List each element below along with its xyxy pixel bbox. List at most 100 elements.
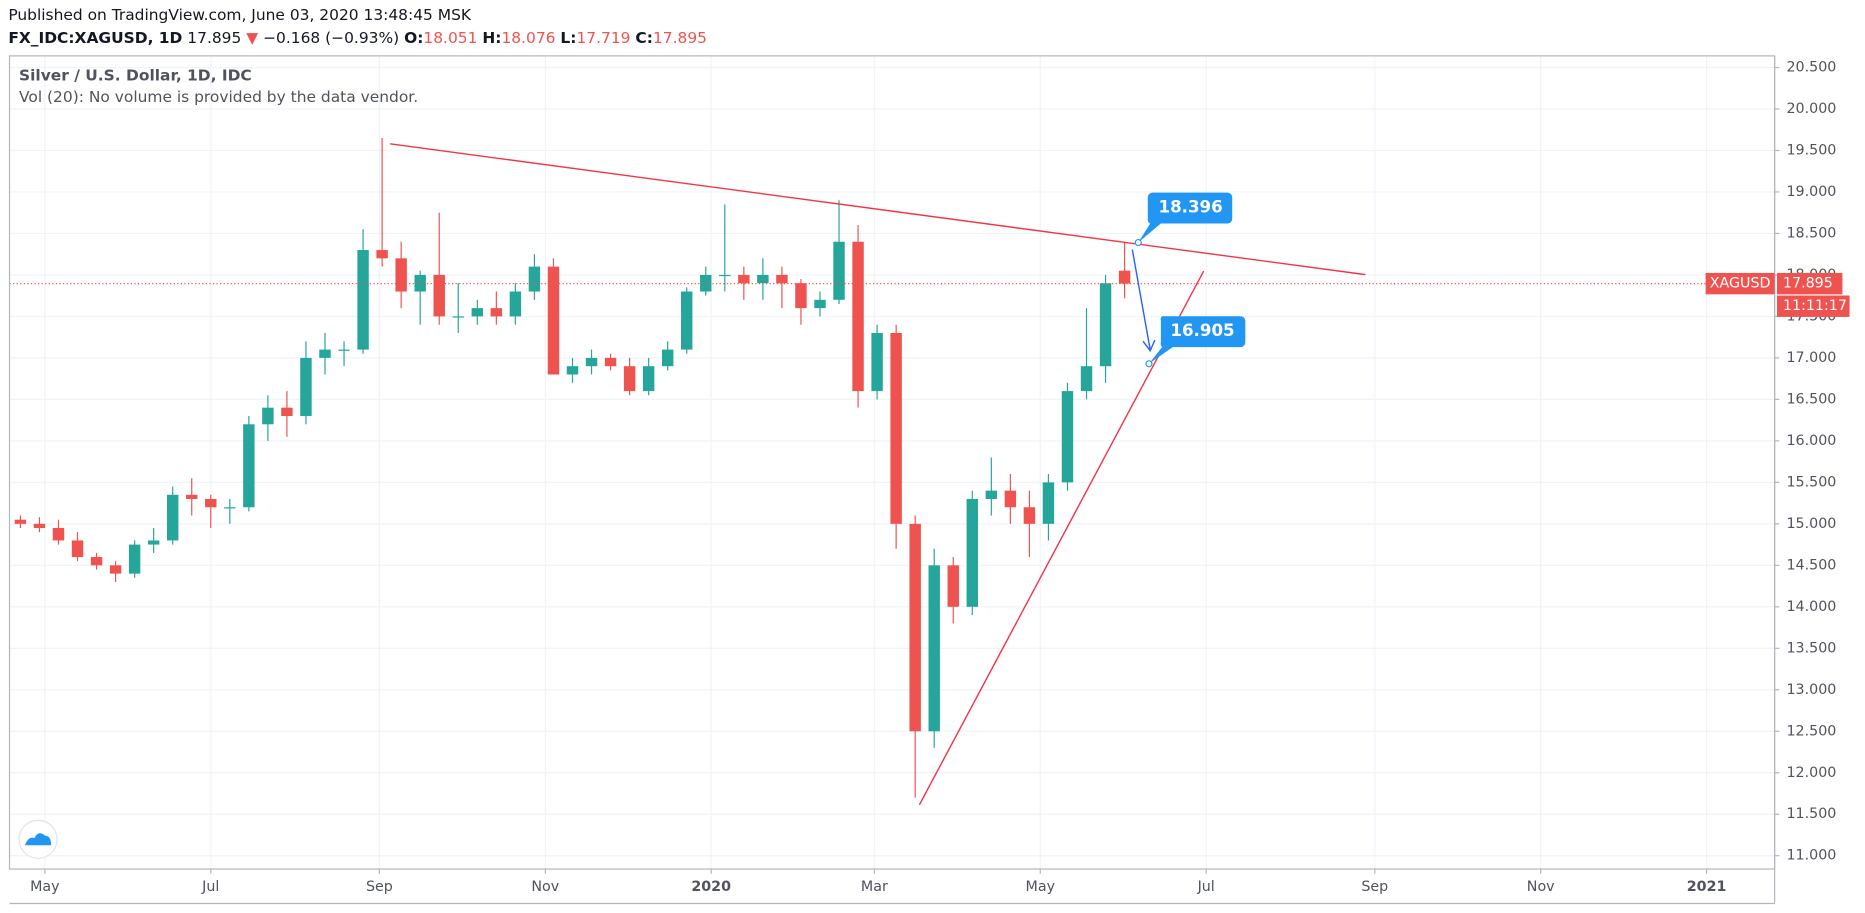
candle-body (90, 557, 103, 566)
candle-body (661, 349, 674, 367)
candle-body (1080, 366, 1093, 392)
candle-body (719, 274, 731, 277)
candle-body (147, 540, 160, 545)
x-tick-label: Jul (1197, 879, 1215, 895)
candle-body (947, 565, 959, 607)
candle-body (909, 523, 921, 732)
c-label: C: (635, 29, 653, 47)
candle-body (128, 544, 141, 574)
callout-label: 18.396 (1159, 198, 1223, 217)
x-tick-label: 2020 (691, 879, 731, 895)
candle-body (433, 274, 445, 317)
candle-body (33, 523, 46, 528)
l-label: L: (560, 29, 576, 47)
candle-body (395, 258, 407, 292)
candle-body (852, 241, 864, 392)
x-tick-label: 2021 (1687, 879, 1727, 895)
callout-label: 16.905 (1170, 321, 1234, 340)
arrow-head (1142, 339, 1156, 353)
candle-body (71, 540, 84, 558)
candle-body (623, 366, 636, 392)
y-tick-label: 15.000 (1786, 516, 1836, 532)
candle-body (376, 250, 388, 259)
y-tick-label: 17.000 (1786, 350, 1836, 366)
x-tick-label: Nov (531, 879, 559, 895)
h-label: H: (482, 29, 501, 47)
y-tick-label: 12.000 (1786, 765, 1836, 781)
x-tick-label: Sep (366, 879, 393, 895)
candle-body (357, 250, 369, 350)
candle-body (585, 357, 598, 367)
x-tick-label: Jul (201, 879, 219, 895)
countdown-label: 11:11:17 (1783, 298, 1847, 314)
price-tag-label: 17.895 (1783, 276, 1833, 292)
change: −0.168 (−0.93%) (263, 29, 399, 47)
axes: 11.000 11.500 12.000 12.500 13.000 13.500 14.0… (30, 59, 1850, 895)
trend-line[interactable] (918, 270, 1205, 806)
legend-title: Silver / U.S. Dollar, 1D, IDC (19, 67, 252, 85)
candle-body (452, 316, 464, 318)
candle-body (509, 291, 522, 317)
candle-body (1118, 270, 1131, 284)
logo-cloud (24, 833, 52, 846)
callout[interactable] (1148, 316, 1246, 364)
y-tick-label: 16.000 (1786, 433, 1836, 449)
candle-body (757, 274, 769, 284)
y-tick-label: 16.500 (1786, 391, 1836, 407)
y-tick-label: 11.000 (1786, 848, 1836, 864)
candle-body (966, 498, 979, 607)
y-tick-label: 18.500 (1786, 225, 1836, 241)
candle-body (338, 349, 350, 351)
y-tick-label: 14.500 (1786, 557, 1836, 573)
candle-body (738, 274, 750, 284)
o-label: O: (404, 29, 423, 47)
callout-anchor (1134, 238, 1142, 247)
candle-body (642, 366, 655, 392)
symbol-tag (1705, 272, 1775, 295)
candle-body (681, 291, 693, 350)
candle-body (1042, 482, 1055, 524)
candle-body (547, 266, 560, 375)
symbol-tag-label: XAGUSD (1710, 276, 1771, 292)
candle-body (890, 333, 902, 524)
candle-body (166, 494, 179, 541)
candle-body (109, 565, 122, 574)
candle-body (471, 308, 484, 317)
callout[interactable] (1138, 192, 1233, 243)
candle-body (528, 266, 541, 292)
candle-body (205, 498, 217, 508)
candle-body (814, 299, 826, 309)
trend-line[interactable] (390, 143, 1366, 276)
candle-body (566, 366, 579, 375)
candle-body (604, 357, 617, 367)
y-tick-label: 12.500 (1786, 723, 1836, 739)
y-tick-label: 11.500 (1786, 806, 1836, 822)
last: 17.895 (187, 29, 241, 47)
candle-body (776, 274, 788, 284)
candle-body (52, 527, 65, 541)
low-val: 17.719 (576, 29, 630, 47)
y-tick-label: 19.500 (1786, 142, 1836, 158)
candle-body (1099, 283, 1112, 367)
candle-body (243, 424, 255, 508)
candle-body (795, 283, 807, 309)
candles (9, 138, 1775, 798)
close-val: 17.895 (653, 29, 707, 47)
candle-body (490, 308, 503, 317)
candle-body (300, 357, 312, 416)
arrow-line[interactable] (1131, 249, 1151, 350)
candle-body (186, 494, 198, 499)
high-val: 18.076 (501, 29, 555, 47)
candle-body (281, 407, 293, 416)
open-val: 18.051 (423, 29, 477, 47)
candle-body (1004, 490, 1017, 508)
arrow: ▼ (246, 29, 258, 47)
y-tick-label: 15.500 (1786, 474, 1836, 490)
candle-body (1061, 391, 1074, 483)
y-tick-label: 20.000 (1786, 101, 1836, 117)
candle-body (262, 407, 274, 425)
candle-body (871, 333, 883, 392)
symbol-line: FX_IDC:XAGUSD, 1D 17.895 ▼ −0.168 (−0.93… (8, 29, 707, 47)
